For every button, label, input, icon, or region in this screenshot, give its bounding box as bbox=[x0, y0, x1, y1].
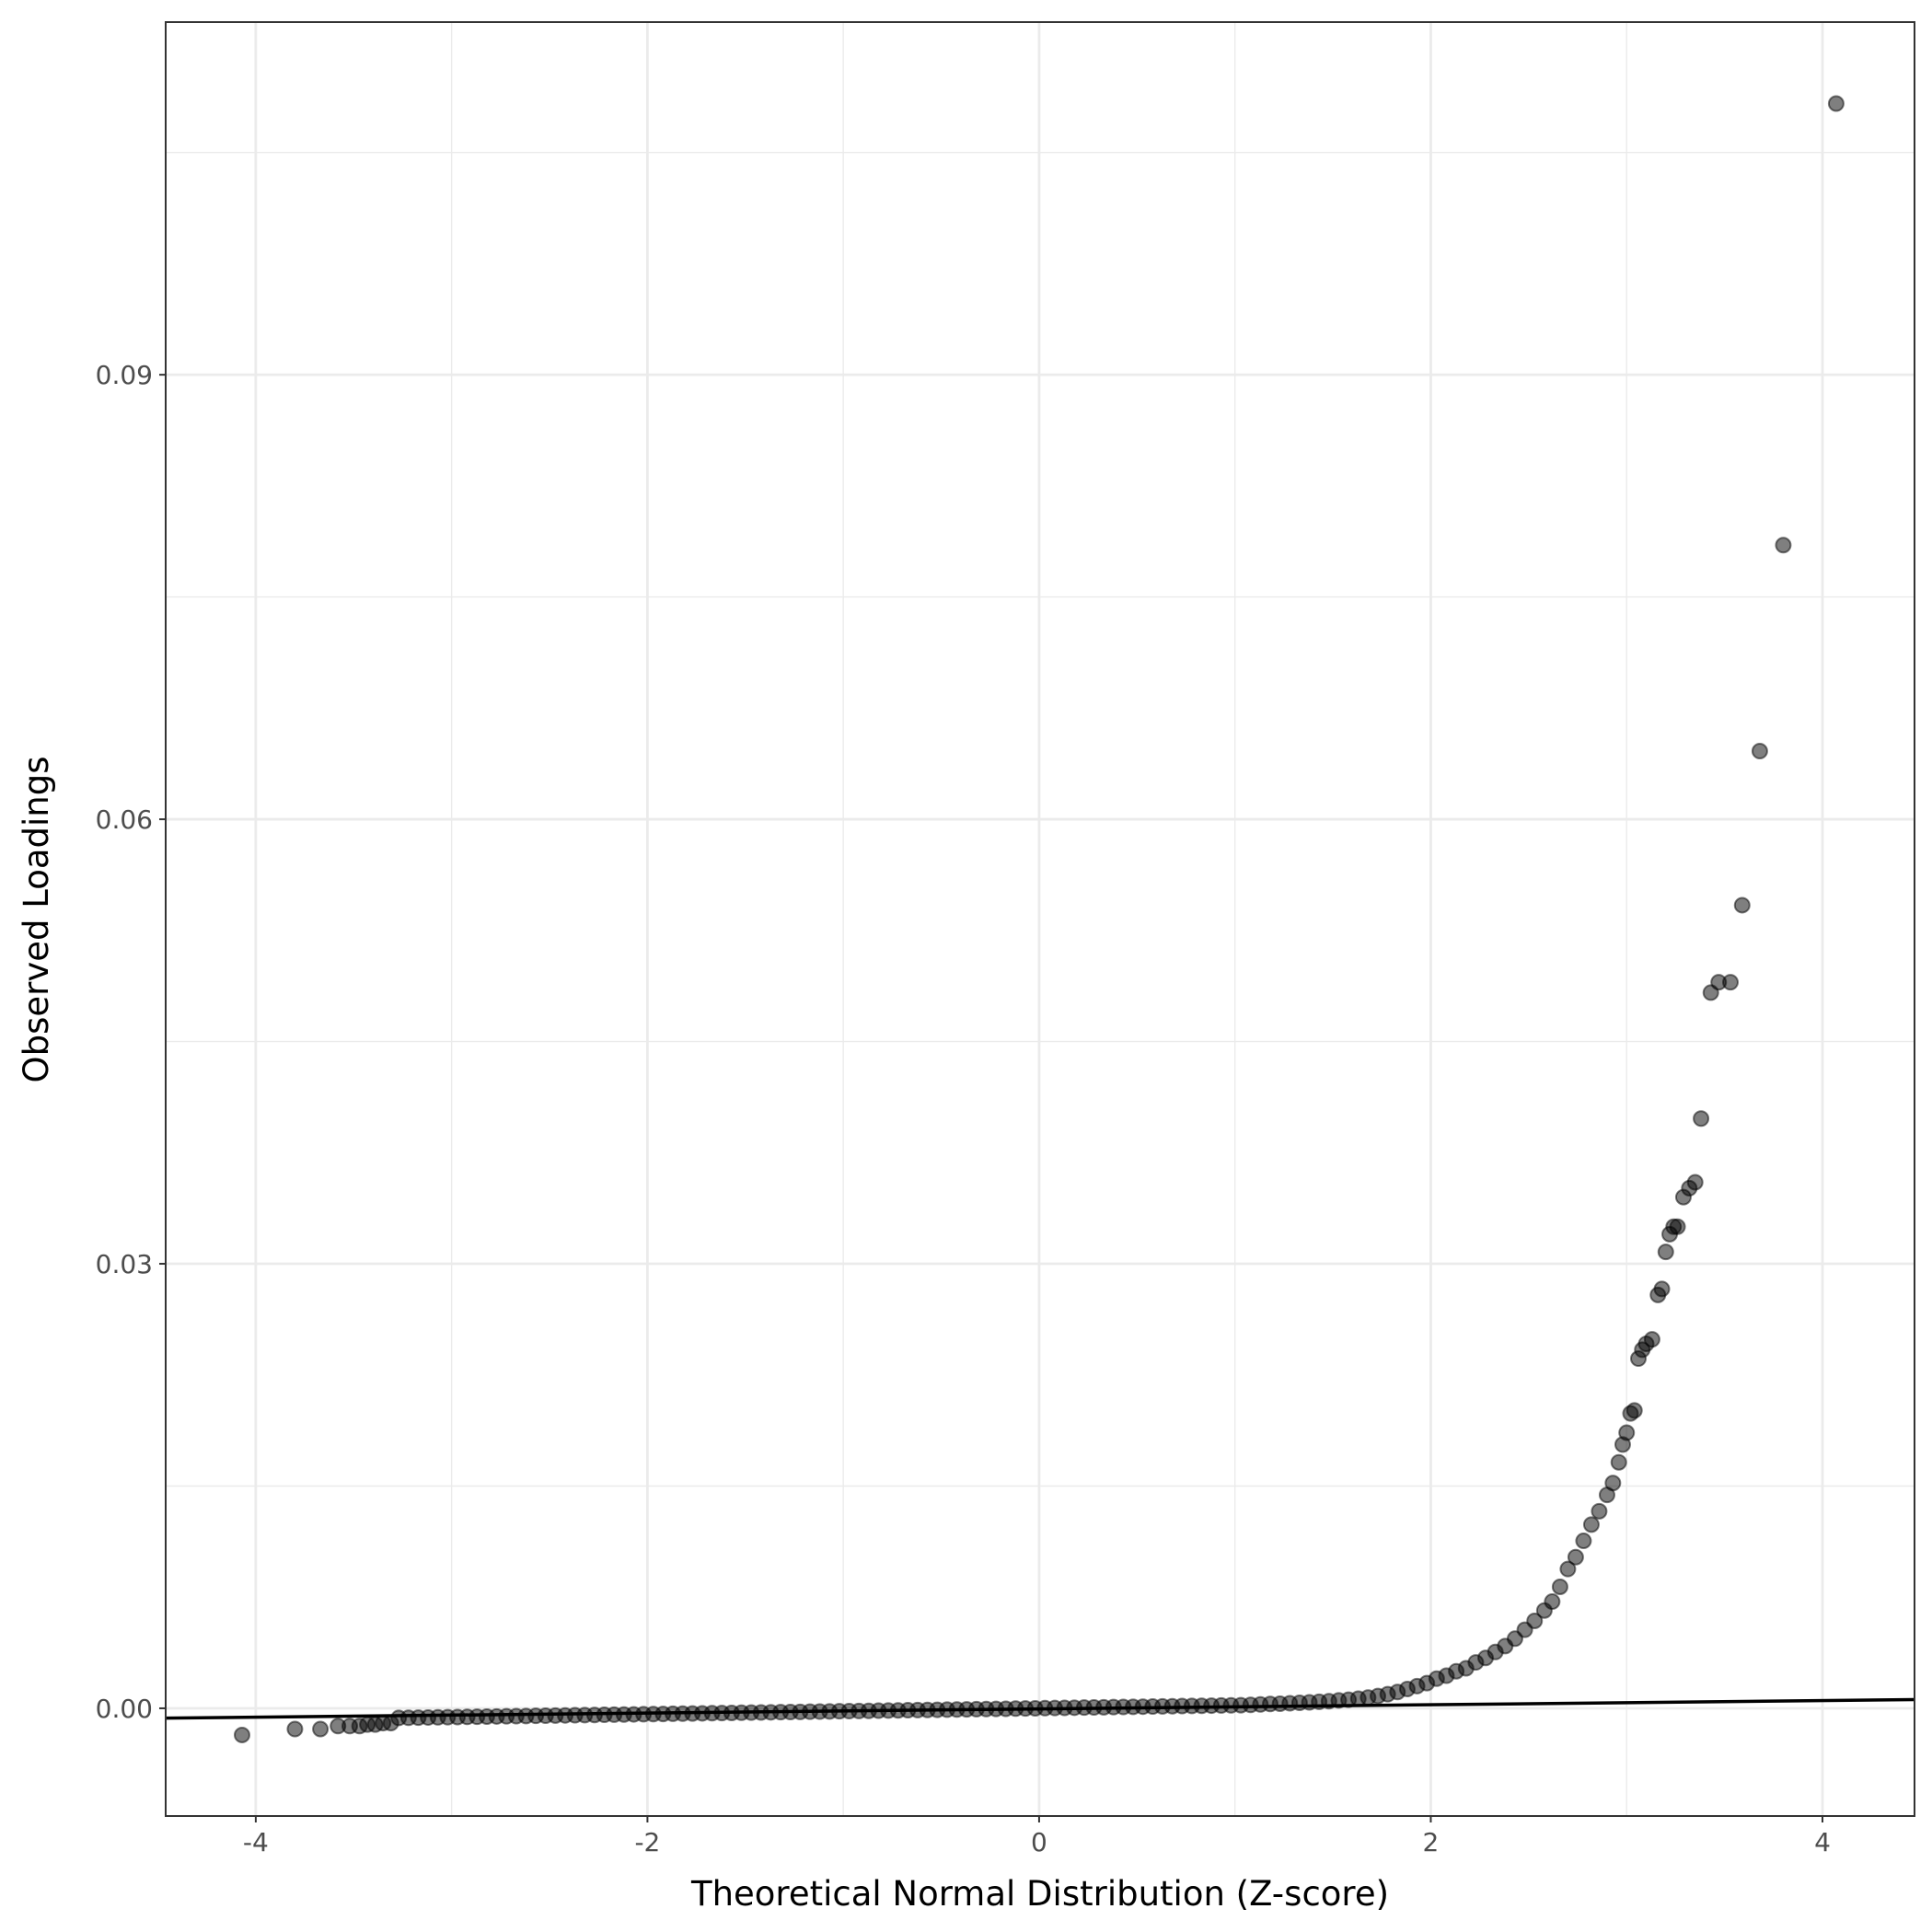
x-tick-label: -2 bbox=[634, 1827, 660, 1857]
x-tick-label: 4 bbox=[1814, 1827, 1831, 1857]
data-point bbox=[1657, 1244, 1674, 1261]
data-point bbox=[1610, 1453, 1627, 1471]
data-point bbox=[1551, 1578, 1568, 1595]
data-point bbox=[1827, 95, 1845, 112]
data-point bbox=[1567, 1548, 1584, 1566]
panel-border bbox=[165, 21, 1915, 1817]
data-point bbox=[1693, 1110, 1710, 1128]
reference-line bbox=[165, 1697, 1915, 1720]
data-point bbox=[1575, 1533, 1592, 1550]
data-point bbox=[1582, 1516, 1600, 1533]
data-point bbox=[1526, 1612, 1544, 1629]
x-tick-label: 2 bbox=[1423, 1827, 1440, 1857]
y-tick-label: 0.00 bbox=[96, 1694, 153, 1724]
data-point bbox=[1559, 1560, 1577, 1578]
data-point bbox=[1618, 1424, 1636, 1441]
data-point bbox=[233, 1726, 250, 1743]
y-axis-title: Observed Loadings bbox=[17, 756, 56, 1082]
x-axis-title: Theoretical Normal Distribution (Z-score… bbox=[690, 1874, 1389, 1914]
y-tick-label: 0.03 bbox=[96, 1249, 153, 1279]
y-tick-label: 0.06 bbox=[96, 804, 153, 835]
x-tick-label: -4 bbox=[243, 1827, 269, 1857]
data-point bbox=[1775, 537, 1792, 554]
data-point bbox=[1643, 1331, 1660, 1348]
data-point bbox=[1625, 1402, 1643, 1419]
data-point bbox=[1653, 1280, 1671, 1298]
y-axis: 0.00 0.03 0.06 0.09 bbox=[96, 360, 166, 1724]
data-point bbox=[1686, 1174, 1704, 1191]
data-point bbox=[286, 1720, 304, 1738]
data-point bbox=[1604, 1475, 1622, 1492]
reference-line-group bbox=[165, 1697, 1915, 1720]
data-point bbox=[1544, 1593, 1561, 1611]
x-axis: -4 -2 0 2 4 bbox=[243, 1816, 1831, 1857]
x-tick-label: 0 bbox=[1031, 1827, 1047, 1857]
data-point bbox=[1591, 1502, 1608, 1520]
data-point bbox=[312, 1720, 330, 1738]
y-tick-label: 0.09 bbox=[96, 360, 153, 390]
data-point bbox=[1751, 743, 1768, 760]
data-point bbox=[1733, 897, 1751, 914]
data-point bbox=[1669, 1218, 1686, 1235]
data-point bbox=[1722, 974, 1739, 991]
